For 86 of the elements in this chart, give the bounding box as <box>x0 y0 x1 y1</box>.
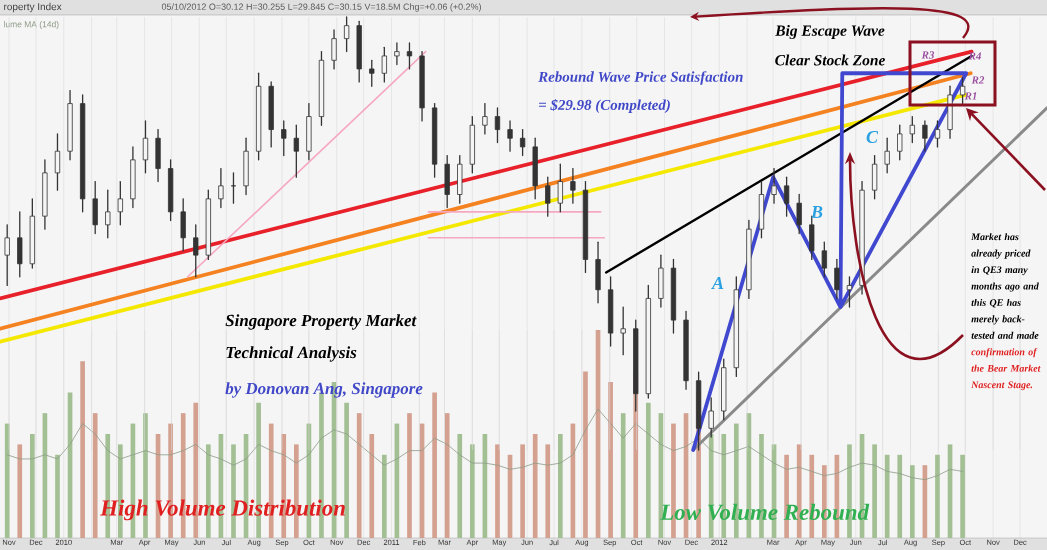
candlestick <box>783 176 790 217</box>
candlestick <box>620 306 626 356</box>
bar <box>30 433 35 538</box>
candlestick <box>821 241 827 278</box>
candlestick <box>193 224 199 278</box>
bar <box>884 454 890 538</box>
text: lume MA (14d) <box>4 21 59 29</box>
bar <box>520 444 525 538</box>
candlestick <box>54 133 61 191</box>
candlestick <box>934 120 941 148</box>
annotation: Low Volume Rebound <box>660 503 870 521</box>
bar <box>583 371 588 538</box>
bar <box>356 413 362 538</box>
bar <box>55 454 60 538</box>
bar <box>608 381 613 538</box>
annotation: C <box>866 130 879 144</box>
bar <box>909 465 915 538</box>
candlestick <box>230 172 237 204</box>
bar <box>4 423 10 538</box>
annotation: by Donovan Ang, Singapore <box>225 382 423 398</box>
candlestick <box>381 46 387 83</box>
bar <box>872 444 877 538</box>
bar <box>80 361 85 538</box>
bar <box>432 392 437 538</box>
candlestick <box>293 124 299 178</box>
candlestick <box>897 124 903 161</box>
candlestick <box>884 137 890 174</box>
candlestick <box>507 120 513 152</box>
bar <box>369 433 375 538</box>
bar <box>897 454 903 538</box>
candlestick <box>959 76 966 105</box>
bar <box>935 454 940 538</box>
candlestick <box>922 120 928 152</box>
candlestick <box>117 180 123 226</box>
candlestick <box>519 128 526 157</box>
annotation: = $29.98 (Completed) <box>539 99 670 113</box>
candlestick <box>369 59 375 87</box>
candlestick <box>846 276 853 308</box>
annotation: Singapore Property Market <box>225 314 417 330</box>
bar <box>457 433 463 538</box>
bar <box>620 413 626 538</box>
candlestick <box>406 42 413 70</box>
bar <box>17 444 23 538</box>
annotation: Clear Stock Zone <box>775 54 885 66</box>
annotation: High Volume Distribution <box>100 499 345 521</box>
annotation: R3 <box>921 51 935 59</box>
candlestick <box>796 193 802 235</box>
bar <box>495 444 500 538</box>
candlestick <box>4 224 10 287</box>
candlestick <box>394 42 400 66</box>
candlestick <box>331 29 337 70</box>
bar <box>532 433 538 538</box>
annotation: confirmation of the Bear Market Nascent Stage. <box>971 348 1041 391</box>
annotation: R4 <box>968 52 982 60</box>
candlestick <box>105 189 111 239</box>
candlestick <box>557 163 563 213</box>
annotation: R2 <box>971 76 985 84</box>
bar <box>545 444 551 538</box>
bar <box>645 402 651 538</box>
chart-subtitle: 05/10/2012 O=30.12 H=30.255 L=29.845 C=30.15 V=18.5M Chg=+0.06 (+0.2%) <box>161 3 481 12</box>
annotation: Technical Analysis <box>226 346 357 362</box>
annotation: Big Escape Wave <box>775 24 885 39</box>
bar <box>960 454 965 538</box>
chart-title: roperty Index <box>4 2 62 13</box>
candlestick <box>834 258 840 300</box>
candlestick <box>909 115 915 144</box>
candlestick <box>142 120 149 174</box>
bar <box>92 413 98 538</box>
annotation: Market has already priced in QE3 many months ago and this QE has merely back-tested and made <box>971 233 1039 339</box>
annotation: R1 <box>964 92 977 100</box>
bar <box>557 433 563 538</box>
bar <box>381 454 387 538</box>
candlestick <box>281 120 287 157</box>
bar <box>469 444 475 538</box>
candlestick <box>570 167 576 204</box>
candlestick <box>482 102 488 135</box>
bar <box>344 402 349 538</box>
annotation: Rebound Wave Price Satisfaction <box>538 71 743 85</box>
candlestick <box>494 107 501 144</box>
candlestick <box>771 167 777 204</box>
annotation: B <box>810 206 823 218</box>
candlestick <box>545 176 551 217</box>
annotation: A <box>711 277 724 289</box>
bar <box>444 413 450 538</box>
candlestick <box>218 167 224 209</box>
bar <box>407 413 412 538</box>
